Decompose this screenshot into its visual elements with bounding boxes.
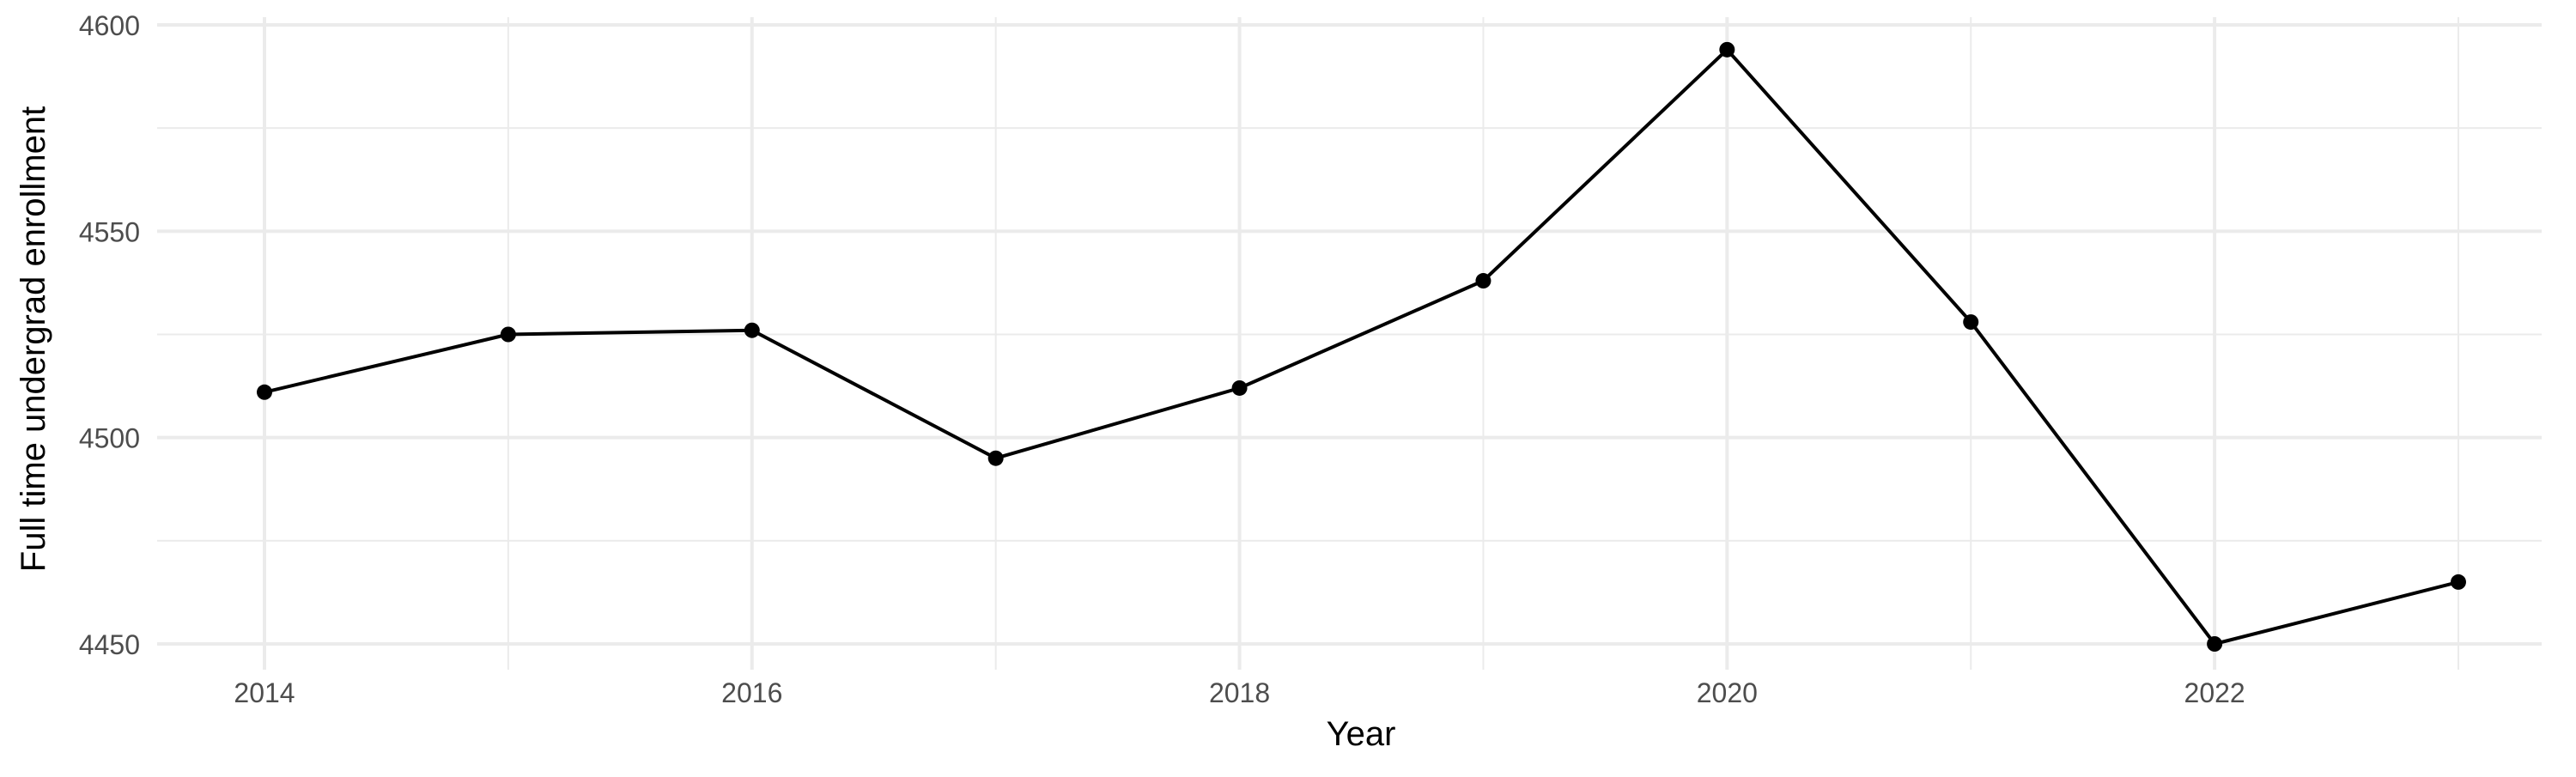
series-line xyxy=(264,47,2459,646)
series-marks xyxy=(257,41,2466,652)
data-point xyxy=(1963,314,1979,331)
x-tick-label: 2020 xyxy=(1697,677,1758,708)
data-point xyxy=(2207,636,2223,652)
grid xyxy=(157,17,2542,670)
data-point xyxy=(987,450,1004,466)
y-axis-label: Full time undergrad enrollment xyxy=(15,106,52,572)
tick-labels: 4450 4500 4550 4600 2014 2016 2018 2020 2022 xyxy=(79,10,2245,708)
x-tick-label: 2014 xyxy=(234,677,295,708)
data-point xyxy=(744,322,760,338)
x-axis-label: Year xyxy=(1327,715,1396,753)
x-tick-label: 2018 xyxy=(1209,677,1270,708)
x-tick-label: 2022 xyxy=(2184,677,2245,708)
data-point xyxy=(500,326,516,343)
data-point xyxy=(1475,273,1492,289)
y-tick-label: 4450 xyxy=(79,629,140,660)
y-tick-label: 4550 xyxy=(79,216,140,247)
data-point xyxy=(1231,379,1248,396)
data-point xyxy=(2451,574,2466,590)
data-point xyxy=(257,384,272,400)
data-point xyxy=(1719,41,1735,58)
y-tick-label: 4500 xyxy=(79,423,140,454)
x-tick-label: 2016 xyxy=(721,677,782,708)
y-tick-label: 4600 xyxy=(79,10,140,41)
